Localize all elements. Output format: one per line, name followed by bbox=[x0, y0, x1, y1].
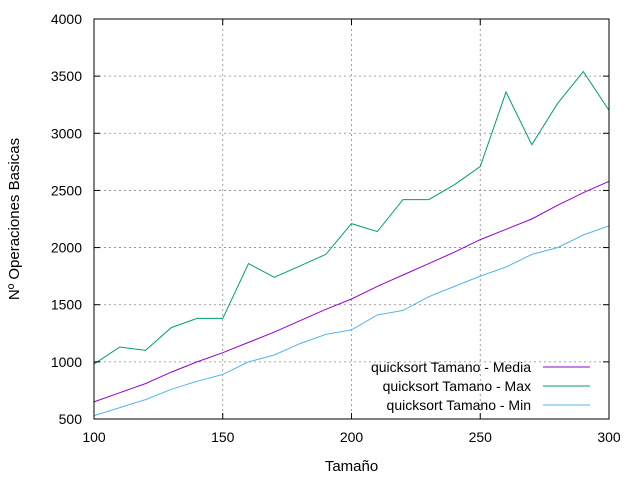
x-tick-label: 300 bbox=[597, 429, 621, 445]
x-tick-label: 250 bbox=[469, 429, 493, 445]
x-tick-label: 100 bbox=[82, 429, 106, 445]
x-axis-label: Tamaño bbox=[325, 458, 378, 475]
y-tick-label: 4000 bbox=[51, 11, 82, 27]
y-tick-label: 3000 bbox=[51, 125, 82, 141]
grid bbox=[94, 19, 609, 419]
x-tick-label: 200 bbox=[340, 429, 364, 445]
y-tick-label: 1500 bbox=[51, 297, 82, 313]
legend-label: quicksort Tamano - Max bbox=[383, 378, 531, 394]
series-line-2 bbox=[93, 70, 610, 365]
legend-label: quicksort Tamano - Min bbox=[387, 397, 531, 413]
legend-label: quicksort Tamano - Media bbox=[371, 359, 531, 375]
x-tick-label: 150 bbox=[211, 429, 235, 445]
y-tick-label: 1000 bbox=[51, 354, 82, 370]
y-tick-label: 500 bbox=[59, 411, 83, 427]
y-axis-label: Nº Operaciones Basicas bbox=[6, 138, 23, 300]
series-line-1 bbox=[93, 180, 610, 403]
y-tick-label: 2500 bbox=[51, 182, 82, 198]
legend: quicksort Tamano - Media quicksort Tamano… bbox=[371, 359, 590, 413]
axis-ticks: 100 150 200 250 300 500 1000 1500 2000 2500 3000 35… bbox=[51, 11, 621, 445]
series-line-3 bbox=[93, 225, 610, 417]
y-tick-label: 2000 bbox=[51, 240, 82, 256]
series-lines bbox=[93, 70, 610, 417]
y-tick-label: 3500 bbox=[51, 68, 82, 84]
